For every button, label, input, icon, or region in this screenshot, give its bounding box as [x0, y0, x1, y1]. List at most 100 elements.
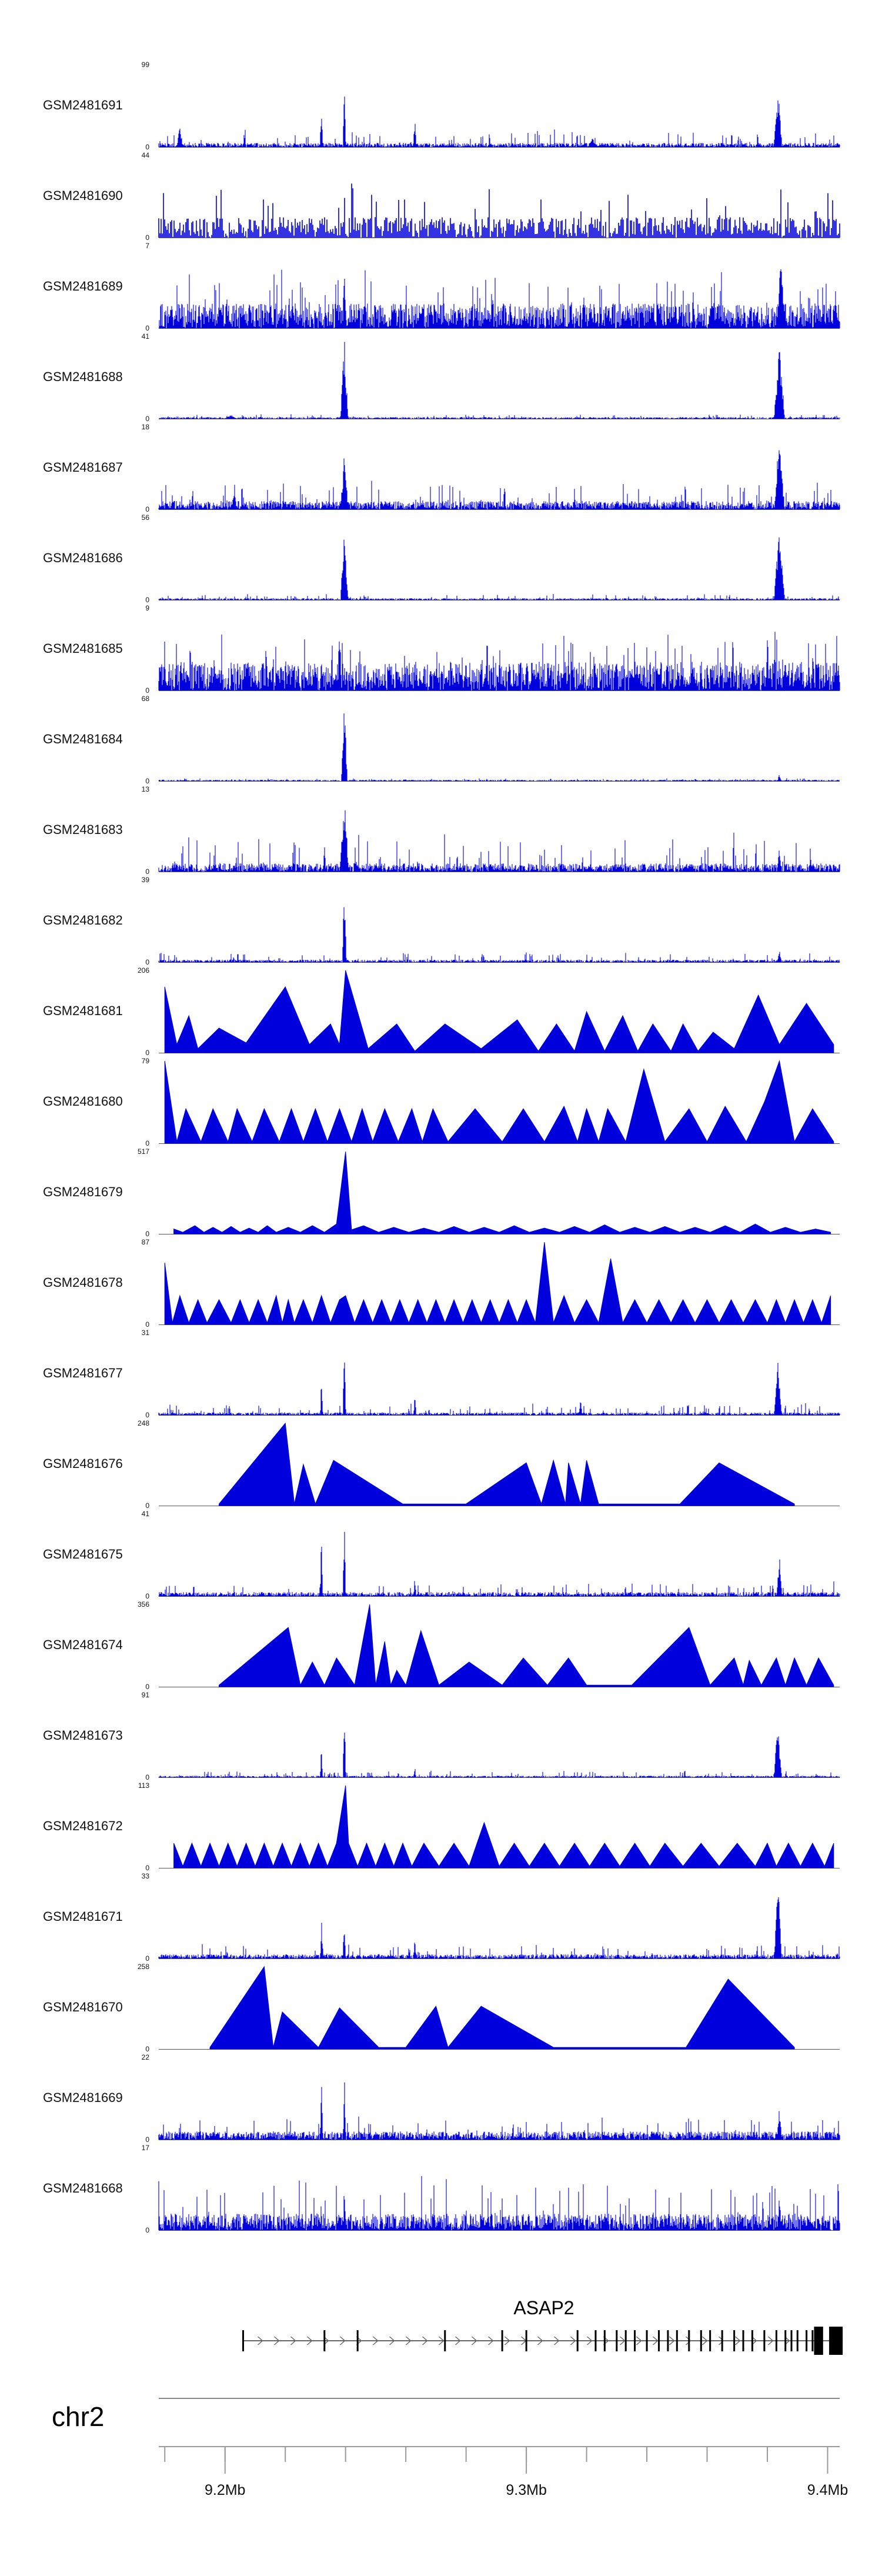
track-GSM2481682: GSM2481682 39 0: [43, 876, 840, 966]
strand-arrow: [620, 2336, 626, 2345]
track-GSM2481675: GSM2481675 41 0: [43, 1510, 840, 1600]
track-ymin-label: 0: [145, 1411, 149, 1419]
coverage-signal: [158, 1531, 840, 1596]
track-ymin-label: 0: [145, 233, 149, 242]
track-label: GSM2481684: [43, 732, 123, 746]
track-GSM2481672: GSM2481672 113 0: [43, 1781, 840, 1872]
track-GSM2481686: GSM2481686 56 0: [43, 513, 840, 604]
track-ymax-label: 206: [138, 966, 149, 975]
gene-exon: [806, 2330, 808, 2351]
gene-exon: [814, 2327, 823, 2355]
track-GSM2481676: GSM2481676 248 0: [43, 1419, 840, 1510]
genome-axis: chr2 9.2Mb 9.3Mb 9.4Mb: [52, 2398, 848, 2498]
track-ymax-label: 79: [142, 1057, 150, 1065]
track-ymin-label: 0: [145, 1320, 149, 1329]
track-label: GSM2481686: [43, 550, 123, 565]
gene-exon: [751, 2330, 753, 2351]
track-GSM2481689: GSM2481689 7 0: [43, 242, 840, 332]
strand-arrow: [472, 2336, 477, 2345]
strand-arrow: [422, 2336, 428, 2345]
coverage-signal: [164, 1242, 831, 1325]
track-ymax-label: 258: [138, 1963, 149, 1971]
track-GSM2481673: GSM2481673 91 0: [43, 1691, 840, 1781]
gene-exon: [356, 2330, 359, 2351]
track-label: GSM2481670: [43, 2000, 123, 2014]
track-ymin-label: 0: [145, 958, 149, 966]
track-GSM2481678: GSM2481678 87 0: [43, 1238, 840, 1329]
track-label: GSM2481672: [43, 1818, 123, 1833]
track-ymin-label: 0: [145, 2226, 149, 2234]
track-label: GSM2481674: [43, 1637, 123, 1652]
strand-arrow: [686, 2336, 691, 2345]
track-ymin-label: 0: [145, 505, 149, 513]
strand-arrow: [653, 2336, 659, 2345]
coverage-signal: [158, 537, 840, 600]
track-ymax-label: 248: [138, 1419, 149, 1427]
gene-exon: [658, 2330, 660, 2351]
gene-exon: [784, 2330, 787, 2351]
track-GSM2481670: GSM2481670 258 0: [43, 1963, 840, 2053]
strand-arrow: [290, 2336, 296, 2345]
track-ymin-label: 0: [145, 1683, 149, 1691]
track-GSM2481668: GSM2481668 17 0: [43, 2144, 840, 2234]
strand-arrow: [455, 2336, 461, 2345]
track-ymin-label: 0: [145, 1049, 149, 1057]
track-label: GSM2481679: [43, 1184, 123, 1199]
coverage-signal: [158, 713, 840, 781]
track-GSM2481680: GSM2481680 79 0: [43, 1057, 840, 1147]
strand-arrow: [488, 2336, 494, 2345]
track-GSM2481687: GSM2481687 18 0: [43, 423, 840, 513]
coverage-signal: [158, 269, 840, 328]
track-label: GSM2481689: [43, 279, 123, 293]
track-ymin-label: 0: [145, 415, 149, 423]
gene-track: ASAP2: [242, 2297, 843, 2355]
track-GSM2481674: GSM2481674 356 0: [43, 1600, 840, 1691]
axis-tick-label: 9.3Mb: [506, 2482, 546, 2498]
track-label: GSM2481691: [43, 98, 123, 112]
gene-exon: [796, 2330, 799, 2351]
coverage-signal: [209, 1966, 795, 2050]
gene-exon: [742, 2330, 744, 2351]
gene-model: [242, 2327, 843, 2355]
gene-exon: [721, 2330, 723, 2351]
track-GSM2481671: GSM2481671 33 0: [43, 1872, 840, 1963]
strand-arrow: [389, 2336, 395, 2345]
track-label: GSM2481668: [43, 2181, 123, 2195]
coverage-signal: [158, 907, 840, 962]
track-ymax-label: 91: [142, 1691, 150, 1699]
strand-arrow: [554, 2336, 560, 2345]
track-ymin-label: 0: [145, 1230, 149, 1238]
axis-tick-label: 9.4Mb: [807, 2482, 848, 2498]
gene-exon: [775, 2330, 777, 2351]
coverage-signal: [158, 2082, 840, 2140]
track-GSM2481688: GSM2481688 41 0: [43, 332, 840, 423]
coverage-signal: [173, 1151, 831, 1234]
track-ymax-label: 9: [145, 604, 149, 612]
gene-exon: [624, 2330, 627, 2351]
track-label: GSM2481685: [43, 641, 123, 656]
track-label: GSM2481671: [43, 1909, 123, 1924]
strand-arrow: [570, 2336, 576, 2345]
track-GSM2481677: GSM2481677 31 0: [43, 1329, 840, 1419]
track-ymax-label: 517: [138, 1147, 149, 1156]
coverage-signal: [173, 1785, 834, 1868]
track-ymax-label: 87: [142, 1238, 150, 1246]
gene-exon: [667, 2330, 669, 2351]
track-ymin-label: 0: [145, 777, 149, 785]
coverage-signal: [158, 450, 840, 509]
track-GSM2481685: GSM2481685 9 0: [43, 604, 840, 695]
track-ymax-label: 41: [142, 1510, 150, 1518]
coverage-signal: [158, 183, 840, 238]
track-ymax-label: 41: [142, 332, 150, 341]
gene-exon: [688, 2330, 690, 2351]
gene-exon: [700, 2330, 702, 2351]
strand-arrow: [340, 2336, 346, 2345]
track-ymax-label: 39: [142, 876, 150, 884]
track-label: GSM2481673: [43, 1728, 123, 1743]
strand-arrow: [636, 2336, 642, 2345]
coverage-signal: [164, 1060, 834, 1144]
strand-arrow: [373, 2336, 379, 2345]
track-GSM2481690: GSM2481690 44 0: [43, 151, 840, 242]
track-ymin-label: 0: [145, 1773, 149, 1781]
strand-arrow: [505, 2336, 510, 2345]
